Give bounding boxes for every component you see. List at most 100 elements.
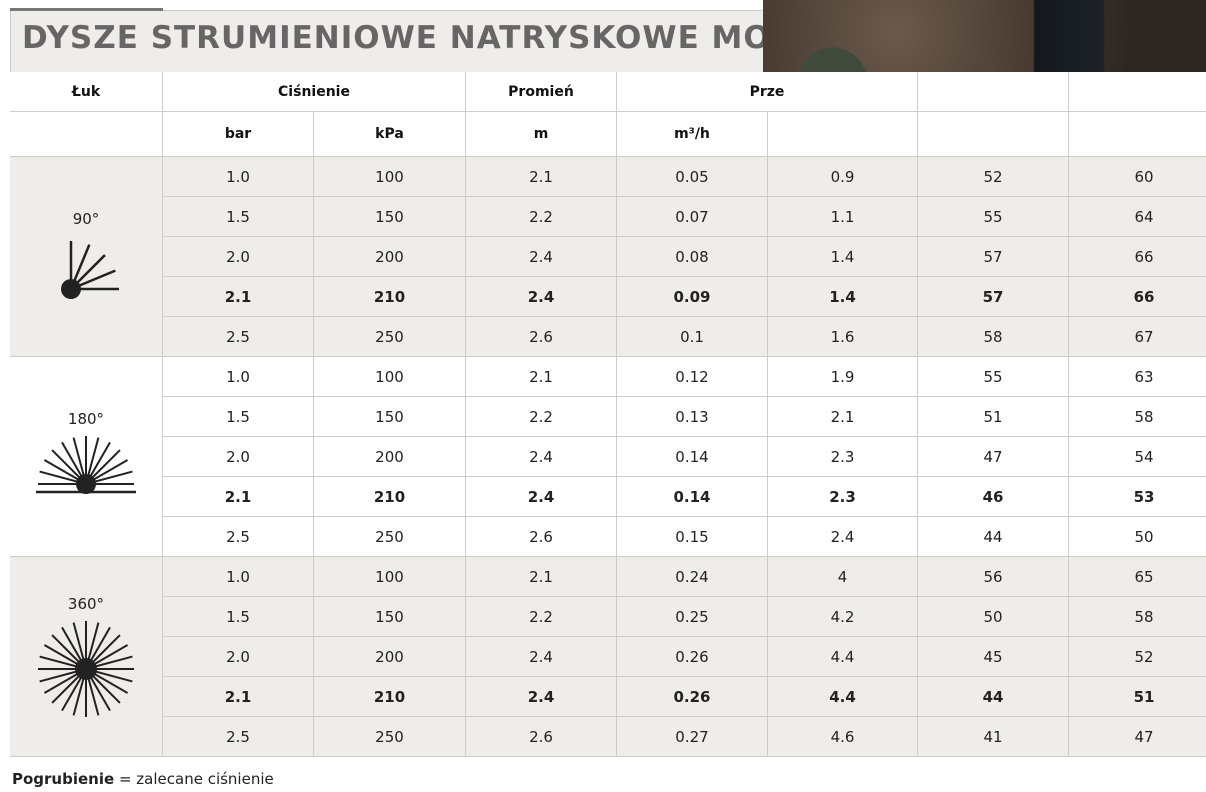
data-cell: 2.5 (163, 317, 314, 357)
header-cell (1069, 72, 1206, 112)
header-cell: Promień (466, 72, 617, 112)
data-cell: 4.4 (768, 677, 918, 717)
data-cell: 200 (314, 637, 466, 677)
header-cell (918, 72, 1069, 112)
data-cell: 57 (918, 277, 1069, 317)
data-cell: 250 (314, 317, 466, 357)
data-cell: 0.26 (617, 677, 768, 717)
data-cell: 0.08 (617, 237, 768, 277)
data-cell: 1.9 (768, 357, 918, 397)
data-cell: 0.1 (617, 317, 768, 357)
data-cell: 0.27 (617, 717, 768, 757)
data-cell: 2.4 (466, 437, 617, 477)
arc-label: 90° (73, 210, 100, 228)
data-cell: 210 (314, 477, 466, 517)
data-cell: 2.2 (466, 597, 617, 637)
data-cell: 1.4 (768, 277, 918, 317)
data-cell: 2.1 (466, 557, 617, 597)
data-cell: 2.1 (768, 397, 918, 437)
data-cell: 58 (918, 317, 1069, 357)
data-cell: 0.09 (617, 277, 768, 317)
data-cell: 52 (1069, 637, 1206, 677)
arc-cell: 180° (10, 357, 163, 557)
page: DYSZE STRUMIENIOWE NATRYSKOWE MODE Pogru… (0, 0, 1206, 792)
arc-icon (31, 619, 141, 719)
data-cell: 2.4 (466, 277, 617, 317)
unit-cell (10, 112, 163, 157)
data-cell: 0.14 (617, 477, 768, 517)
data-cell: 2.2 (466, 197, 617, 237)
title-accent (10, 8, 163, 11)
data-cell: 55 (918, 197, 1069, 237)
data-cell: 52 (918, 157, 1069, 197)
unit-cell: m (466, 112, 617, 157)
arc-icon (31, 234, 141, 304)
data-cell: 2.4 (466, 477, 617, 517)
data-cell: 2.3 (768, 477, 918, 517)
header-cell: Prze (617, 72, 918, 112)
data-cell: 2.4 (466, 237, 617, 277)
data-cell: 2.0 (163, 437, 314, 477)
data-cell: 44 (918, 677, 1069, 717)
data-cell: 50 (918, 597, 1069, 637)
data-cell: 2.5 (163, 717, 314, 757)
data-cell: 56 (918, 557, 1069, 597)
data-cell: 2.1 (163, 277, 314, 317)
nozzle (75, 658, 97, 680)
arc-cell: 360° (10, 557, 163, 757)
unit-cell (918, 112, 1069, 157)
header-cell: Ciśnienie (163, 72, 466, 112)
data-cell: 51 (1069, 677, 1206, 717)
data-cell: 2.4 (466, 677, 617, 717)
data-cell: 63 (1069, 357, 1206, 397)
data-cell: 58 (1069, 397, 1206, 437)
data-cell: 150 (314, 597, 466, 637)
data-cell: 100 (314, 157, 466, 197)
data-cell: 54 (1069, 437, 1206, 477)
unit-cell: bar (163, 112, 314, 157)
unit-cell (768, 112, 918, 157)
data-cell: 250 (314, 717, 466, 757)
data-cell: 200 (314, 237, 466, 277)
nozzle (61, 279, 81, 299)
data-cell: 2.1 (163, 477, 314, 517)
data-cell: 41 (918, 717, 1069, 757)
data-cell: 210 (314, 277, 466, 317)
data-cell: 210 (314, 677, 466, 717)
data-cell: 0.13 (617, 397, 768, 437)
data-cell: 250 (314, 517, 466, 557)
header-cell: Łuk (10, 72, 163, 112)
data-cell: 50 (1069, 517, 1206, 557)
data-cell: 4.6 (768, 717, 918, 757)
arc-label: 360° (68, 595, 104, 613)
data-cell: 53 (1069, 477, 1206, 517)
arc-cell: 90° (10, 157, 163, 357)
data-cell: 45 (918, 637, 1069, 677)
data-cell: 66 (1069, 237, 1206, 277)
data-cell: 2.0 (163, 237, 314, 277)
data-cell: 64 (1069, 197, 1206, 237)
data-cell: 65 (1069, 557, 1206, 597)
nozzle (76, 474, 96, 494)
legend: Pogrubienie = zalecane ciśnienie (12, 770, 274, 788)
data-cell: 0.9 (768, 157, 918, 197)
data-cell: 60 (1069, 157, 1206, 197)
data-cell: 1.4 (768, 237, 918, 277)
data-cell: 0.07 (617, 197, 768, 237)
data-cell: 4 (768, 557, 918, 597)
data-cell: 2.6 (466, 717, 617, 757)
data-cell: 0.12 (617, 357, 768, 397)
data-cell: 2.1 (163, 677, 314, 717)
data-cell: 0.26 (617, 637, 768, 677)
data-cell: 100 (314, 357, 466, 397)
data-cell: 67 (1069, 317, 1206, 357)
data-cell: 51 (918, 397, 1069, 437)
arc-label: 180° (68, 410, 104, 428)
data-cell: 150 (314, 397, 466, 437)
data-cell: 44 (918, 517, 1069, 557)
data-cell: 1.1 (768, 197, 918, 237)
data-cell: 150 (314, 197, 466, 237)
data-cell: 0.25 (617, 597, 768, 637)
data-cell: 0.24 (617, 557, 768, 597)
unit-cell: m³/h (617, 112, 768, 157)
